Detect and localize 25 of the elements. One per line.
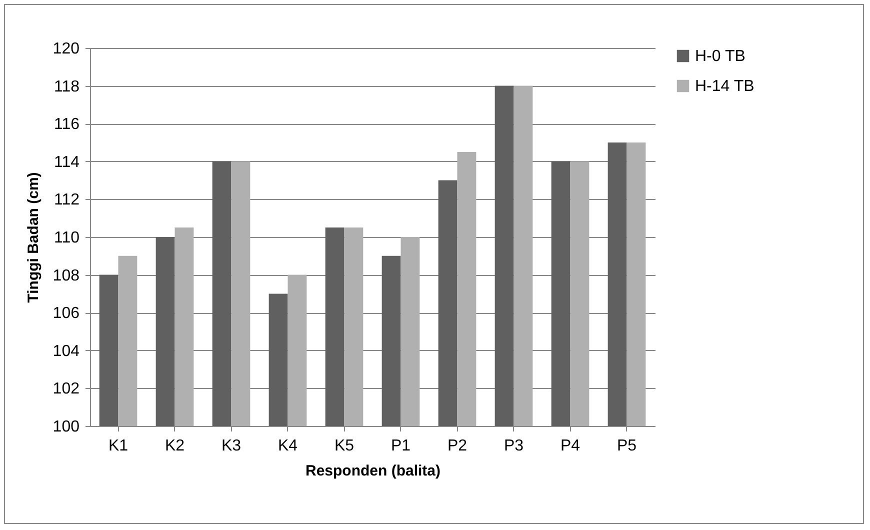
x-tick-label: K4 [278, 438, 298, 454]
x-tick-label: P4 [560, 438, 580, 454]
y-tick-label: 102 [52, 380, 80, 398]
x-axis-title: Responden (balita) [305, 462, 441, 480]
y-tick-label: 116 [54, 116, 80, 134]
x-tick-label: K3 [221, 438, 242, 454]
y-axis-title: Tinggi Badan (cm) [24, 172, 42, 303]
y-tick-label: 104 [52, 342, 80, 360]
y-tick-label: 110 [54, 230, 80, 246]
y-tick-label: 100 [52, 418, 80, 436]
y-tick-label: 120 [52, 40, 80, 58]
y-tick-label: 108 [52, 267, 80, 284]
x-tick-label: P2 [447, 438, 468, 454]
y-tick-label: 114 [54, 154, 80, 171]
x-tick-label: P5 [616, 438, 637, 454]
x-tick-label: K1 [108, 438, 128, 454]
y-tick-label: 112 [54, 192, 80, 209]
x-tick-label: P3 [504, 438, 524, 454]
x-tick-label: K2 [164, 438, 185, 454]
legend-label: H-0 TB [695, 48, 746, 65]
x-tick-label: K5 [334, 438, 354, 454]
y-tick-label: 106 [52, 305, 80, 322]
y-tick-label: 118 [54, 78, 80, 96]
legend-label: H-14 TB [695, 78, 754, 95]
x-tick-label: P1 [390, 438, 411, 454]
